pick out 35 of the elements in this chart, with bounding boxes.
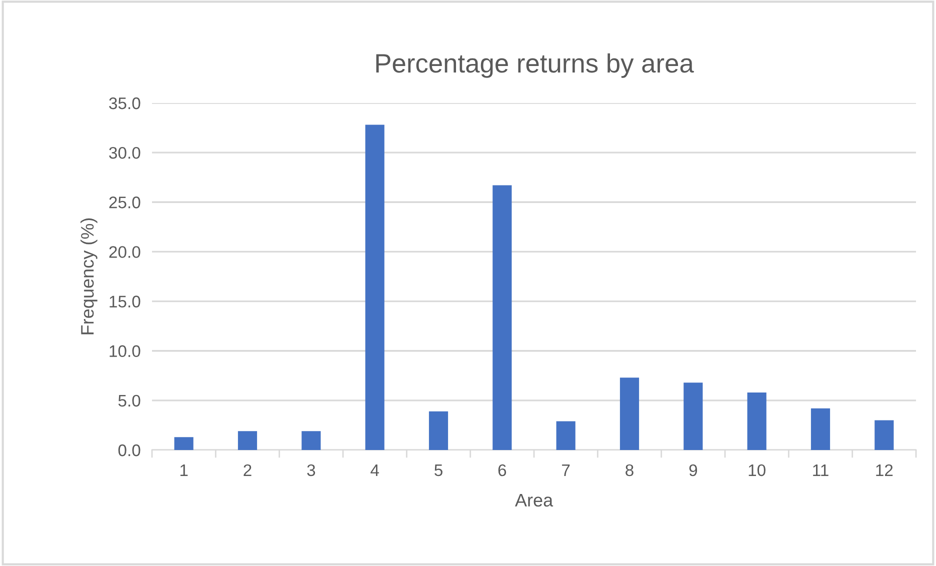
- y-tick-label: 15.0: [110, 296, 140, 308]
- bar: [556, 421, 576, 450]
- x-tick-label: 5: [434, 464, 442, 476]
- bar: [684, 382, 703, 450]
- y-tick-label: 25.0: [109, 196, 140, 208]
- y-tick-label: 5.0: [118, 394, 140, 407]
- x-tick-label: 7: [562, 464, 570, 476]
- x-tick-label: 1: [180, 464, 188, 476]
- x-axis-title: Area: [514, 494, 554, 507]
- bar: [747, 392, 766, 450]
- x-tick-label: 2: [244, 464, 252, 476]
- bar: [620, 378, 640, 450]
- chart-title: Percentage returns by area: [376, 53, 694, 78]
- bar: [174, 437, 194, 450]
- y-tick-label: 20.0: [109, 246, 140, 258]
- x-tick-label: 9: [689, 464, 698, 476]
- bar: [492, 185, 512, 450]
- x-tick-label: 12: [876, 464, 893, 476]
- bar: [238, 431, 258, 450]
- x-tick-label: 3: [307, 464, 316, 476]
- y-tick-label: 35.0: [109, 97, 140, 110]
- bar: [428, 411, 448, 450]
- bar: [810, 408, 830, 450]
- x-tick-label: 8: [626, 464, 634, 476]
- y-tick-label: 30.0: [109, 146, 140, 159]
- y-tick-label: 0.0: [118, 444, 140, 456]
- y-tick-label: 10.0: [110, 345, 140, 358]
- x-tick-label: 10: [748, 464, 766, 476]
- x-tick-label: 6: [498, 464, 506, 476]
- x-tick-label: 11: [813, 464, 828, 476]
- bar: [874, 420, 894, 450]
- y-axis-title: Frequency (%): [80, 218, 98, 334]
- bar: [302, 431, 321, 450]
- bar: [365, 124, 384, 450]
- x-tick-label: 4: [370, 464, 379, 476]
